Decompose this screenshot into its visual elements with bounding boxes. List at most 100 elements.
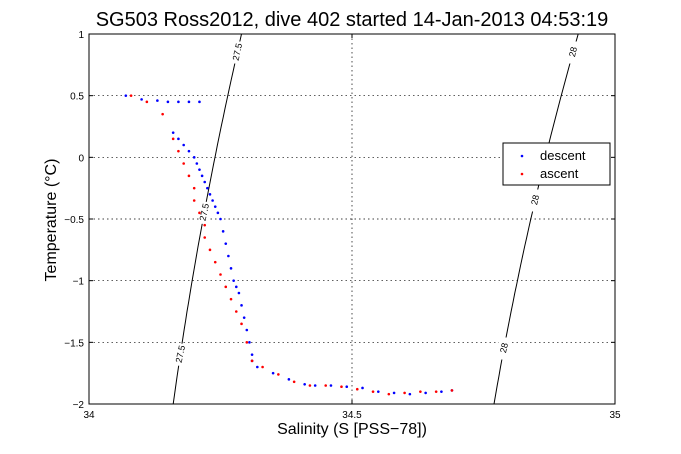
contour-label: 27.5 — [231, 42, 244, 61]
point-descent — [287, 378, 291, 381]
point-descent — [256, 365, 259, 369]
contour-label-bg — [199, 201, 210, 224]
point-ascent — [387, 392, 391, 396]
point-ascent — [277, 373, 280, 376]
point-ascent — [250, 359, 254, 363]
contour-label-bg — [567, 41, 578, 64]
point-descent — [245, 328, 249, 332]
point-descent — [182, 143, 185, 147]
point-descent — [227, 254, 230, 258]
x-tick-label: 35 — [609, 410, 621, 421]
y-tick-label: −0.5 — [64, 215, 84, 226]
point-descent — [187, 149, 191, 153]
y-axis-label: Temperature (°C) — [43, 159, 60, 282]
x-axis-label: Salinity (S [PSS−78]) — [277, 421, 427, 438]
y-tick-label: −1 — [73, 277, 85, 288]
point-ascent — [240, 322, 243, 326]
point-ascent — [229, 297, 233, 301]
x-tick-label: 34.5 — [342, 410, 362, 421]
data-points — [124, 94, 454, 396]
point-descent — [192, 156, 196, 159]
point-ascent — [450, 389, 454, 392]
contour-label-bg — [530, 189, 541, 212]
point-descent — [313, 384, 317, 387]
point-ascent — [219, 273, 222, 276]
point-ascent — [419, 390, 422, 393]
point-descent — [408, 392, 412, 396]
point-descent — [392, 391, 396, 395]
point-ascent — [234, 310, 238, 313]
point-descent — [303, 382, 306, 386]
point-descent — [124, 94, 128, 97]
contour-label: 28 — [498, 342, 510, 354]
point-descent — [377, 390, 380, 393]
point-ascent — [340, 385, 343, 389]
point-descent — [208, 193, 212, 196]
chart-title: SG503 Ross2012, dive 402 started 14-Jan-… — [96, 9, 609, 31]
legend-box — [502, 142, 611, 186]
contour-label-bg — [498, 337, 509, 360]
point-ascent — [161, 112, 164, 116]
point-descent — [177, 100, 180, 104]
point-descent — [271, 371, 275, 375]
point-ascent — [371, 390, 375, 393]
point-ascent — [203, 236, 207, 239]
legend-ascent-label: ascent — [540, 166, 579, 181]
point-descent — [203, 180, 207, 184]
point-ascent — [224, 285, 228, 289]
y-tick-label: −1.5 — [64, 338, 84, 349]
point-descent — [224, 242, 228, 245]
axis-ticks: 34 34.5 35 −2 −1.5 −1 −0.5 0 0.5 1 — [64, 30, 621, 421]
point-ascent — [145, 100, 149, 104]
point-descent — [440, 390, 443, 393]
point-descent — [206, 186, 209, 190]
point-ascent — [187, 174, 191, 178]
point-ascent — [308, 384, 312, 387]
point-ascent — [245, 341, 249, 344]
point-descent — [187, 100, 191, 104]
point-descent — [345, 385, 349, 389]
point-ascent — [208, 248, 212, 252]
point-descent — [156, 99, 159, 102]
point-ascent — [198, 211, 201, 215]
point-descent — [229, 267, 233, 270]
point-descent — [232, 279, 235, 282]
point-ascent — [192, 186, 196, 190]
point-descent — [424, 391, 427, 395]
y-tick-label: 1 — [78, 30, 84, 41]
point-descent — [198, 100, 201, 104]
point-descent — [242, 316, 246, 319]
contour-label: 28 — [567, 46, 579, 58]
point-descent — [166, 100, 170, 104]
point-descent — [213, 205, 217, 208]
point-descent — [171, 131, 175, 134]
contour-label: 27.5 — [198, 203, 211, 222]
point-descent — [198, 168, 201, 171]
point-descent — [195, 162, 199, 165]
point-descent — [211, 199, 214, 202]
point-descent — [200, 174, 204, 178]
point-ascent — [182, 162, 185, 165]
y-tick-label: 0.5 — [70, 92, 84, 103]
legend: descent ascent — [502, 142, 611, 186]
contour-label: 28 — [529, 194, 541, 206]
point-descent — [140, 98, 143, 101]
point-ascent — [203, 223, 207, 227]
point-descent — [221, 230, 225, 233]
point-ascent — [261, 365, 264, 369]
contour-label-bg — [232, 41, 243, 64]
point-descent — [216, 211, 220, 215]
contour-label: 27.5 — [174, 344, 187, 363]
legend-ascent-marker — [520, 172, 524, 176]
point-descent — [240, 304, 243, 307]
point-ascent — [129, 94, 133, 97]
legend-descent-marker — [520, 154, 524, 158]
point-ascent — [403, 391, 406, 395]
point-ascent — [213, 260, 217, 264]
point-ascent — [434, 390, 438, 393]
point-ascent — [192, 199, 196, 202]
point-descent — [250, 353, 254, 356]
density-contours: 27.5 27.5 27.5 28 28 28 — [172, 33, 579, 405]
point-ascent — [324, 384, 328, 387]
